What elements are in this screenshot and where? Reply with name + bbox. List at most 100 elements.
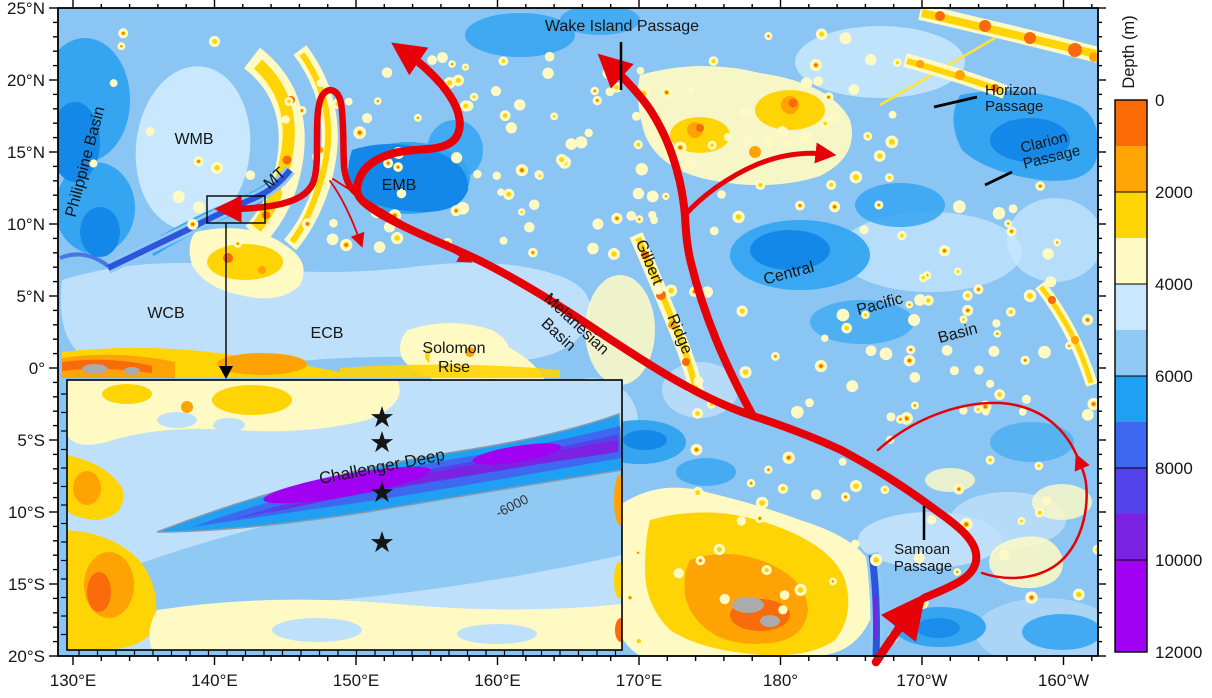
seamount-core (636, 142, 641, 147)
seamount (685, 156, 697, 168)
seamount (592, 218, 604, 230)
inset-border (66, 379, 623, 651)
seamount-core (559, 157, 565, 163)
depth-colorbar: Depth (m) 0 2000 4000 6000 8000 10000 12000 (1114, 15, 1202, 662)
current-main-path (352, 42, 981, 602)
seamount-peak (767, 468, 770, 471)
seamount-core (463, 103, 469, 109)
seamount (373, 241, 386, 253)
current-inflow-arrow (871, 593, 926, 667)
seamount (89, 159, 98, 168)
seamount-peak (699, 559, 702, 562)
seamount (329, 218, 338, 228)
seamount-peak (1029, 595, 1034, 600)
seamount (1018, 407, 1027, 416)
colorbar-tick-label: 4000 (1155, 275, 1193, 294)
seamount-peak (615, 216, 619, 220)
seamount (575, 136, 588, 149)
seamount (396, 188, 407, 199)
current-east-branch (682, 142, 837, 218)
seamount (865, 53, 877, 66)
seamount-core (900, 233, 904, 238)
seamount (821, 334, 829, 342)
bathymetry-background (58, 8, 1098, 656)
seamount (682, 642, 695, 656)
seamount (762, 136, 775, 149)
colorbar-segment (1115, 330, 1147, 376)
current-thin-arrow-1 (329, 180, 365, 248)
seamount (914, 294, 926, 306)
seamount (829, 112, 841, 124)
y-tick-label: 10°S (8, 503, 45, 522)
colorbar-tick-label: 8000 (1155, 459, 1193, 478)
seamount (813, 76, 824, 87)
seamount-core (472, 95, 476, 99)
seamount-peak (376, 100, 379, 102)
label-samoan-2: Passage (894, 558, 952, 575)
seamount-core (636, 638, 642, 644)
seamount-core (853, 483, 859, 489)
y-tick-label: 15°N (7, 143, 45, 162)
seamount-peak (396, 165, 400, 169)
colorbar-segment (1115, 192, 1147, 238)
inset-pointer (206, 195, 266, 379)
seamount-core (1037, 510, 1042, 515)
seamount-peak (120, 45, 123, 48)
seamount-peak (1023, 359, 1027, 362)
station-star-2: ★ (369, 427, 395, 459)
seamount (499, 236, 508, 245)
seamount-peak (907, 359, 912, 363)
seamount-peak (596, 99, 599, 102)
challenger-deep-inset: ★ ★ ★ ★ Challenger Deep -6000 (61, 379, 623, 656)
seamount (109, 79, 118, 88)
seamount (859, 225, 869, 235)
seamount-core (668, 287, 674, 294)
seamount-core (1076, 591, 1082, 598)
horizon-passage-pointer (933, 95, 978, 109)
seamount-peak (957, 487, 961, 491)
colorbar-segment (1115, 376, 1147, 422)
seamount (949, 366, 959, 376)
station-star-1: ★ (369, 402, 395, 434)
seamount-core (797, 587, 804, 593)
seamount-peak (913, 404, 916, 407)
seamount (316, 79, 325, 88)
seamount-peak (977, 288, 980, 291)
seamount (245, 170, 256, 181)
seamount-core (877, 153, 883, 159)
colorbar-border (1114, 99, 1148, 653)
seamount-core (1019, 519, 1023, 523)
seamount (865, 345, 877, 357)
seamount-peak (942, 249, 947, 253)
seamount (974, 365, 984, 375)
label-horizon-2: Passage (985, 98, 1043, 115)
x-tick-label: 150°E (333, 671, 380, 690)
seamount (650, 216, 659, 225)
seamount-peak (637, 551, 639, 554)
seamount-core (711, 59, 716, 64)
seamount (427, 55, 437, 65)
seamount-core (829, 182, 834, 188)
current-wake-branch (597, 53, 757, 420)
seamount (888, 110, 897, 119)
inset-ticks (61, 393, 617, 656)
seamount-peak (197, 160, 200, 163)
seamount (779, 590, 790, 600)
inset-bathymetry (67, 380, 622, 650)
seamount-peak (827, 95, 830, 99)
seamount (988, 345, 1000, 357)
seamount (740, 106, 752, 119)
colorbar-tick-labels: 0 2000 4000 6000 8000 10000 12000 (1155, 91, 1202, 662)
seamount-core (887, 175, 892, 180)
seamount-core (538, 174, 542, 178)
seamount-peak (767, 35, 770, 38)
label-wmb: WMB (174, 131, 213, 148)
seamount (281, 115, 290, 124)
seamount-peak (386, 161, 390, 165)
seamount-peak (1056, 241, 1058, 244)
seamount-core (956, 270, 960, 273)
colorbar-segment (1115, 238, 1147, 284)
seamount-core (695, 490, 701, 496)
colorbar-segment (1115, 100, 1147, 146)
